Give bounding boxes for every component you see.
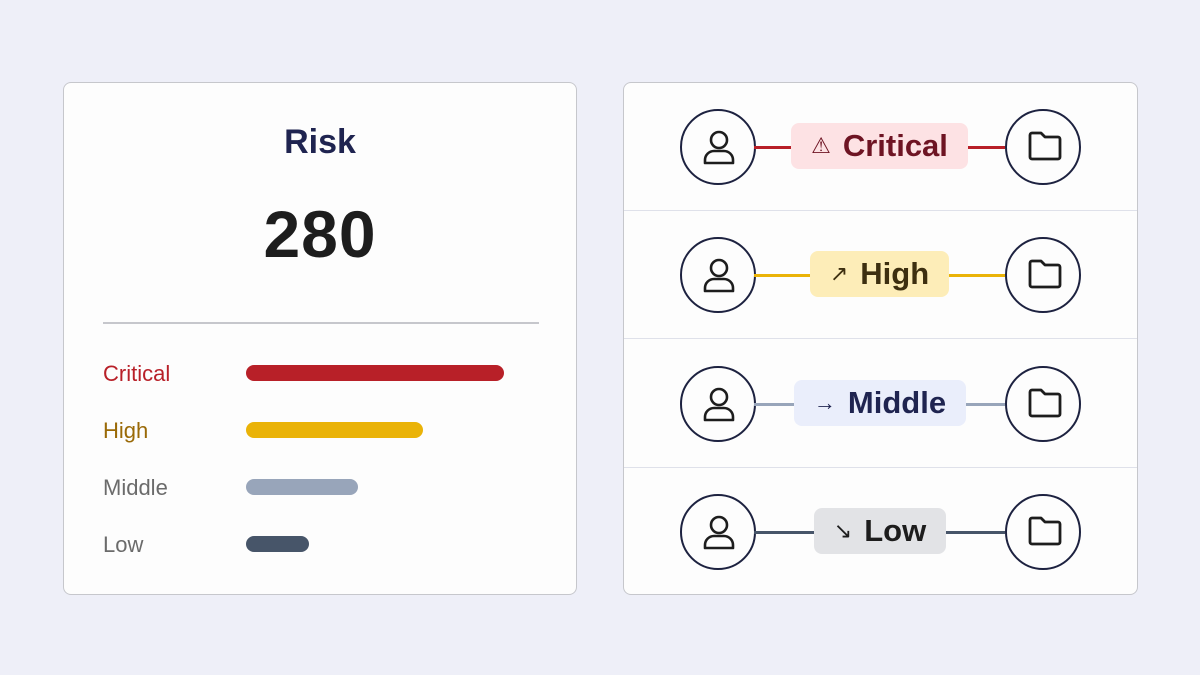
risk-badge-label: High bbox=[860, 256, 930, 291]
risk-level-track bbox=[246, 479, 504, 495]
risk-badge-label: Critical bbox=[842, 128, 948, 163]
divider bbox=[103, 322, 539, 324]
risk-level-label: Critical bbox=[103, 361, 171, 386]
risk-flow-critical: ⚠ Critical bbox=[624, 83, 1137, 211]
risk-level-label: High bbox=[103, 418, 149, 443]
folder-node[interactable] bbox=[1005, 494, 1081, 570]
risk-card: Risk 280 Critical High Middle Low bbox=[63, 82, 577, 595]
connector-line bbox=[968, 146, 1005, 149]
folder-node[interactable] bbox=[1005, 366, 1081, 442]
connector-line bbox=[754, 403, 794, 406]
risk-level-high: High bbox=[103, 415, 523, 445]
risk-score: 280 bbox=[263, 197, 377, 271]
risk-level-track bbox=[246, 422, 504, 438]
risk-level-label: Low bbox=[103, 532, 144, 557]
connector-line bbox=[966, 403, 1005, 406]
risk-level-bar-middle bbox=[246, 479, 358, 495]
risk-level-low: Low bbox=[103, 529, 523, 559]
arrow-right-icon: → bbox=[813, 390, 836, 415]
risk-badge-middle[interactable]: → Middle bbox=[794, 380, 966, 426]
connector-line bbox=[754, 274, 810, 277]
risk-badge-critical[interactable]: ⚠ Critical bbox=[791, 123, 968, 169]
user-node[interactable] bbox=[680, 109, 756, 185]
folder-node[interactable] bbox=[1005, 237, 1081, 313]
connector-line bbox=[754, 531, 814, 534]
risk-level-track bbox=[246, 536, 504, 552]
user-node[interactable] bbox=[680, 237, 756, 313]
risk-title: Risk bbox=[284, 123, 356, 161]
risk-level-bar-low bbox=[246, 536, 309, 552]
connector-line bbox=[949, 274, 1005, 277]
risk-badge-label: Low bbox=[864, 513, 927, 548]
risk-level-label: Middle bbox=[103, 475, 168, 500]
risk-flow-middle: → Middle bbox=[624, 340, 1137, 468]
risk-badge-high[interactable]: ↗ High bbox=[810, 251, 949, 297]
warning-icon: ⚠ bbox=[811, 133, 831, 158]
risk-level-bar-critical bbox=[246, 365, 504, 381]
risk-badge-label: Middle bbox=[847, 385, 947, 420]
risk-badge-low[interactable]: ↘ Low bbox=[814, 508, 946, 554]
risk-level-bar-high bbox=[246, 422, 423, 438]
user-node[interactable] bbox=[680, 494, 756, 570]
risk-flow-card: ⚠ Critical ↗ High → Middle ↘ Low bbox=[623, 82, 1138, 595]
user-node[interactable] bbox=[680, 366, 756, 442]
arrow-down-right-icon: ↘ bbox=[833, 518, 853, 543]
arrow-up-right-icon: ↗ bbox=[829, 261, 849, 286]
risk-level-middle: Middle bbox=[103, 472, 523, 502]
risk-level-critical: Critical bbox=[103, 358, 523, 388]
connector-line bbox=[754, 146, 791, 149]
folder-node[interactable] bbox=[1005, 109, 1081, 185]
risk-flow-low: ↘ Low bbox=[624, 468, 1137, 594]
risk-flow-high: ↗ High bbox=[624, 211, 1137, 339]
risk-level-track bbox=[246, 365, 504, 381]
connector-line bbox=[946, 531, 1005, 534]
